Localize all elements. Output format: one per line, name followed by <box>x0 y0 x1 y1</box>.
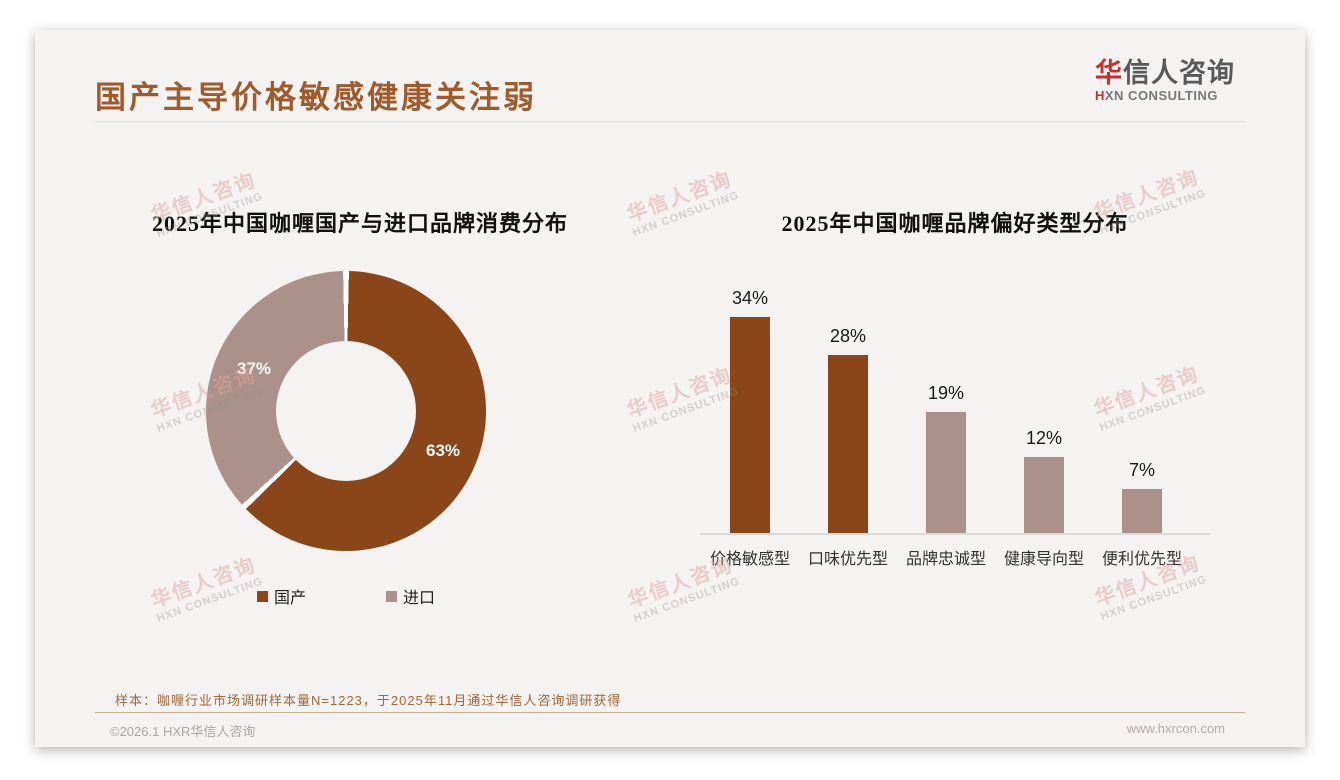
bar-chart-plot: 34% 价格敏感型 28% 口味优先型 19% 品牌忠诚型 12% 健康导向型 7% 便利优先型 <box>700 280 1210 568</box>
website-url: www.hxrcon.com <box>1126 721 1225 736</box>
bar-category-label: 便利优先型 <box>1101 551 1182 568</box>
donut-legend: 国产 进口 <box>206 584 486 608</box>
legend-item-import: 进口 <box>386 584 435 608</box>
donut-hole <box>276 341 416 481</box>
logo-en-rest: XN CONSULTING <box>1104 88 1219 103</box>
header-divider <box>95 121 1245 122</box>
watermark-en-text: HXN CONSULTING <box>632 575 742 625</box>
logo-en-accent: H <box>1095 88 1105 103</box>
bar-category-label: 健康导向型 <box>1003 551 1084 568</box>
logo-english-text: HXN CONSULTING <box>1095 88 1245 104</box>
bar-价格敏感型 <box>730 317 770 533</box>
company-logo: 华信人咨询 HXN CONSULTING <box>1095 58 1245 104</box>
bar-便利优先型 <box>1122 489 1162 533</box>
legend-swatch-domestic <box>256 590 268 602</box>
watermark-cn-text: 华信人咨询 <box>148 554 260 613</box>
copyright-text: ©2026.1 HXR华信人咨询 <box>110 724 256 739</box>
slide-card: 国产主导价格敏感健康关注弱 华信人咨询 HXN CONSULTING 2025年… <box>35 30 1305 747</box>
watermark-en-text: HXN CONSULTING <box>1099 573 1209 623</box>
bar-健康导向型 <box>1024 457 1064 533</box>
bar-value-label: 7% <box>1128 460 1155 480</box>
bar-品牌忠诚型 <box>926 412 966 533</box>
logo-cn-rest: 信人咨询 <box>1123 58 1235 88</box>
page-title: 国产主导价格敏感健康关注弱 <box>95 80 537 115</box>
bar-口味优先型 <box>828 355 868 533</box>
bar-category-label: 口味优先型 <box>807 551 888 568</box>
bar-value-label: 19% <box>927 383 965 403</box>
donut-segment-label-import: 37% <box>236 359 272 378</box>
footer-divider <box>95 712 1245 713</box>
bar-value-label: 12% <box>1025 428 1063 448</box>
donut-chart-title: 2025年中国咖喱国产与进口品牌消费分布 <box>151 211 568 236</box>
sample-footnote: 样本：咖喱行业市场调研样本量N=1223，于2025年11月通过华信人咨询调研获… <box>115 693 622 708</box>
donut-chart: 37% 63% <box>206 271 486 551</box>
bar-chart-title: 2025年中国咖喱品牌偏好类型分布 <box>781 211 1129 236</box>
legend-item-domestic: 国产 <box>256 584 306 608</box>
legend-label-import: 进口 <box>403 590 436 607</box>
logo-cn-accent: 华 <box>1095 58 1123 88</box>
legend-label-domestic: 国产 <box>273 590 306 607</box>
donut-segment-label-domestic: 63% <box>425 441 461 460</box>
bar-category-label: 价格敏感型 <box>709 551 790 568</box>
bar-value-label: 34% <box>731 288 769 308</box>
bar-category-label: 品牌忠诚型 <box>905 551 986 568</box>
bar-value-label: 28% <box>829 326 867 346</box>
legend-swatch-import <box>386 590 397 602</box>
logo-chinese-text: 华信人咨询 <box>1095 58 1245 88</box>
